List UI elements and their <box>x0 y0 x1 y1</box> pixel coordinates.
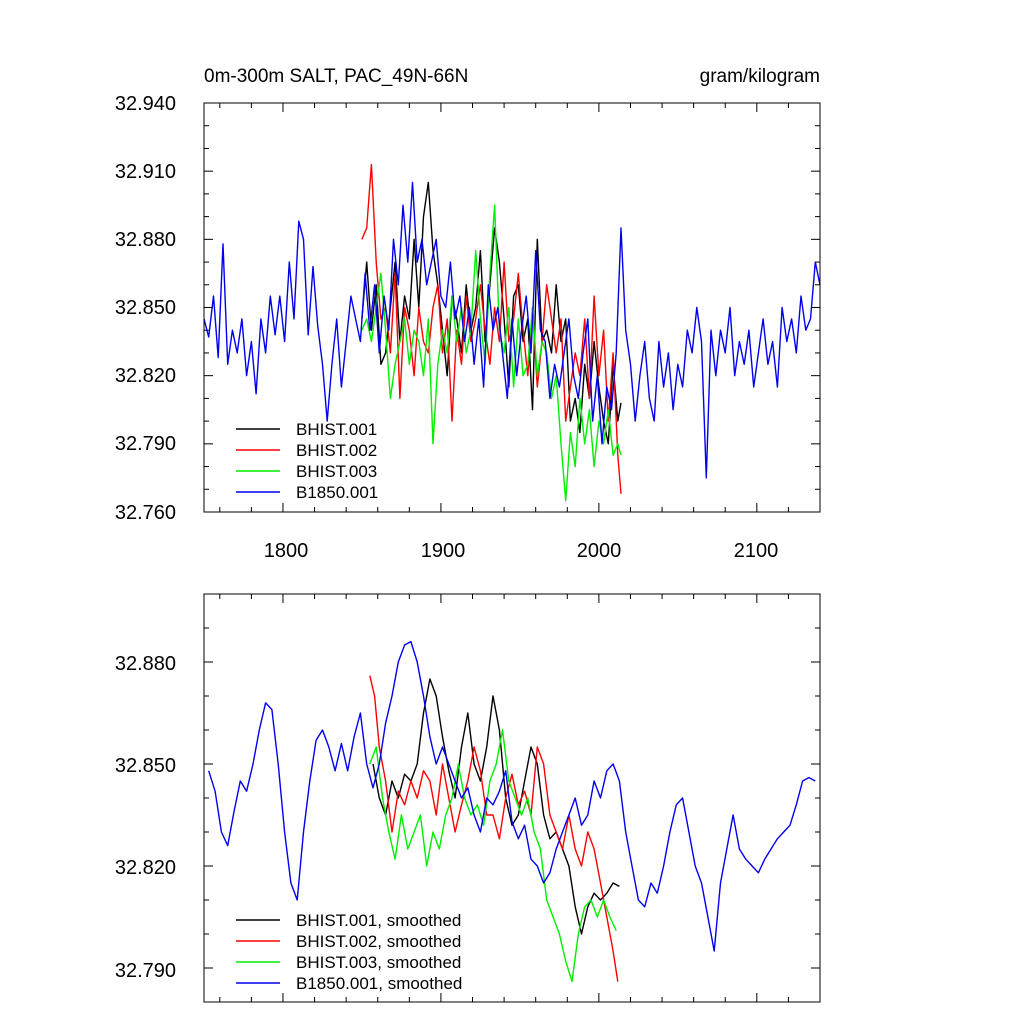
y-tick-label: 32.880 <box>115 653 176 675</box>
y-tick-label: 32.940 <box>115 93 176 115</box>
top-chart-series <box>203 163 821 502</box>
series-line-bhist-001 <box>361 181 622 445</box>
y-tick-label: 32.850 <box>115 755 176 777</box>
bottom-chart-frame <box>203 593 821 1003</box>
legend-label-bhist-001: BHIST.001 <box>296 420 377 439</box>
series-line-bhist-002 <box>361 163 622 494</box>
series-line-bhist-003 <box>361 204 622 502</box>
top-chart: 0m-300m SALT, PAC_49N-66N gram/kilogram … <box>115 66 821 562</box>
y-tick-label: 32.880 <box>115 229 176 251</box>
bottom-chart-series <box>208 640 816 983</box>
legend-label-bhist-002: BHIST.002 <box>296 441 377 460</box>
x-tick-label: 1900 <box>421 540 466 562</box>
top-chart-frame <box>203 102 821 513</box>
series-line-bhist-002-smoothed <box>369 675 619 982</box>
bottom-chart-ticks <box>204 593 821 1002</box>
top-chart-title: 0m-300m SALT, PAC_49N-66N <box>204 66 468 87</box>
series-line-bhist-001-smoothed <box>372 678 620 935</box>
bottom-chart-legend: BHIST.001, smoothed BHIST.002, smoothed … <box>236 911 462 993</box>
y-tick-label: 32.760 <box>115 502 176 524</box>
series-line-bhist-003-smoothed <box>369 729 617 983</box>
legend-label-bhist-002-smoothed: BHIST.002, smoothed <box>296 932 461 951</box>
legend-label-bhist-003-smoothed: BHIST.003, smoothed <box>296 953 461 972</box>
y-tick-label: 32.820 <box>115 365 176 387</box>
top-chart-legend: BHIST.001 BHIST.002 BHIST.003 B1850.001 <box>236 420 378 502</box>
legend-label-b1850-001-smoothed: B1850.001, smoothed <box>296 974 462 993</box>
y-tick-label: 32.790 <box>115 960 176 982</box>
bottom-chart-y-tick-labels: 32.880 32.850 32.820 32.790 <box>115 653 176 982</box>
x-tick-label: 2000 <box>577 540 622 562</box>
bottom-chart: 32.880 32.850 32.820 32.790 BHIST.001, s… <box>115 593 821 1003</box>
top-chart-y-tick-labels: 32.940 32.910 32.880 32.850 32.820 32.79… <box>115 93 176 524</box>
legend-label-bhist-003: BHIST.003 <box>296 462 377 481</box>
y-tick-label: 32.820 <box>115 857 176 879</box>
y-tick-label: 32.910 <box>115 161 176 183</box>
top-chart-x-tick-labels: 1800 1900 2000 2100 <box>264 540 779 562</box>
y-tick-label: 32.790 <box>115 433 176 455</box>
series-line-b1850-001-smoothed <box>208 640 816 952</box>
legend-label-bhist-001-smoothed: BHIST.001, smoothed <box>296 911 461 930</box>
top-chart-units: gram/kilogram <box>700 66 820 87</box>
legend-label-b1850-001: B1850.001 <box>296 483 378 502</box>
x-tick-label: 1800 <box>264 540 309 562</box>
y-tick-label: 32.850 <box>115 297 176 319</box>
series-line-b1850-001 <box>203 181 821 479</box>
x-tick-label: 2100 <box>734 540 779 562</box>
